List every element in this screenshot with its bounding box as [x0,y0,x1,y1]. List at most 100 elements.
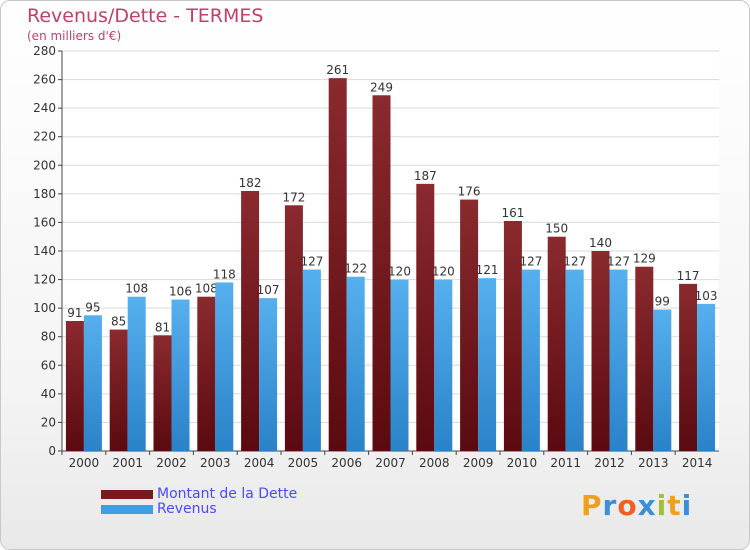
data-label-revenus: 127 [300,255,323,269]
data-label-dette: 176 [458,185,481,199]
bar-revenus [653,309,672,451]
y-tick-label: 180 [33,187,56,201]
data-label-revenus: 127 [563,255,586,269]
bar-dette [328,78,347,452]
legend-label-revenus: Revenus [157,501,217,517]
logo-letter: i [681,489,693,522]
data-label-revenus: 120 [388,265,411,279]
y-tick-label: 200 [33,158,56,172]
y-tick-label: 220 [33,130,56,144]
data-label-revenus: 118 [213,267,236,281]
bar-dette [65,321,84,451]
x-tick-label: 2004 [244,456,275,470]
y-tick-label: 260 [33,73,56,87]
bar-dette [109,329,128,451]
bar-revenus [127,296,146,451]
data-label-dette: 161 [501,206,524,220]
bar-dette [241,191,260,451]
y-tick-label: 280 [33,44,56,58]
data-label-revenus: 120 [432,265,455,279]
data-label-dette: 91 [67,306,82,320]
x-tick-label: 2009 [463,456,494,470]
bar-revenus [215,282,234,451]
bar-revenus [609,269,628,451]
chart-title: Revenus/Dette - TERMES [27,5,264,27]
x-tick-label: 2012 [594,456,625,470]
x-tick-label: 2008 [419,456,450,470]
bar-dette [679,283,698,451]
x-tick-label: 2013 [638,456,669,470]
bar-dette [197,296,216,451]
x-tick-label: 2010 [507,456,538,470]
y-tick-label: 40 [41,387,56,401]
data-label-dette: 108 [195,282,218,296]
x-tick-label: 2000 [69,456,100,470]
chart-subtitle: (en milliers d'€) [27,29,122,43]
logo-letter: r [602,489,618,522]
y-tick-label: 0 [48,444,56,458]
x-tick-label: 2011 [550,456,581,470]
data-label-revenus: 121 [476,263,499,277]
data-label-dette: 140 [589,236,612,250]
bar-revenus [259,298,278,451]
bar-revenus [434,279,453,451]
legend-swatch-dette [101,490,153,499]
logo-letter: x [637,489,657,522]
x-tick-label: 2002 [156,456,187,470]
x-tick-label: 2005 [288,456,319,470]
data-label-dette: 187 [414,169,437,183]
y-tick-label: 100 [33,301,56,315]
data-label-revenus: 122 [344,262,367,276]
logo-letter: t [667,489,682,522]
y-tick-label: 120 [33,273,56,287]
x-tick-label: 2014 [682,456,713,470]
bar-revenus [346,276,365,451]
data-label-revenus: 108 [125,282,148,296]
data-label-revenus: 107 [257,283,280,297]
data-label-dette: 117 [677,269,700,283]
bar-dette [372,95,391,452]
legend-swatch-revenus [101,505,153,514]
data-label-dette: 81 [155,320,170,334]
data-label-revenus: 127 [607,255,630,269]
y-tick-label: 240 [33,101,56,115]
x-tick-label: 2007 [375,456,406,470]
data-label-revenus: 99 [655,295,670,309]
bar-dette [503,221,522,451]
bar-dette [284,205,303,451]
bar-dette [153,335,172,451]
bar-revenus [521,269,540,451]
bar-revenus [565,269,584,451]
data-label-dette: 129 [633,252,656,266]
bar-revenus [83,315,102,451]
logo-letter: P [581,489,603,522]
bar-dette [416,183,435,451]
data-label-dette: 150 [545,222,568,236]
bar-revenus [302,269,321,451]
y-tick-label: 20 [41,415,56,429]
data-label-dette: 85 [111,315,126,329]
bar-revenus [390,279,409,451]
logo-letter: i [656,489,668,522]
data-label-dette: 182 [239,176,262,190]
legend-label-dette: Montant de la Dette [157,486,298,502]
logo-letter: o [617,489,638,522]
bar-revenus [697,303,716,451]
data-label-revenus: 106 [169,285,192,299]
y-tick-label: 80 [41,330,56,344]
data-label-revenus: 127 [519,255,542,269]
bar-dette [547,236,566,451]
y-tick-label: 60 [41,358,56,372]
bar-dette [591,251,610,451]
x-tick-label: 2001 [112,456,143,470]
bar-revenus [478,278,497,451]
x-tick-label: 2006 [331,456,362,470]
data-label-dette: 261 [326,63,349,77]
y-tick-label: 160 [33,215,56,229]
bar-dette [635,266,654,451]
x-tick-label: 2003 [200,456,231,470]
data-label-dette: 249 [370,80,393,94]
data-label-revenus: 95 [85,300,100,314]
